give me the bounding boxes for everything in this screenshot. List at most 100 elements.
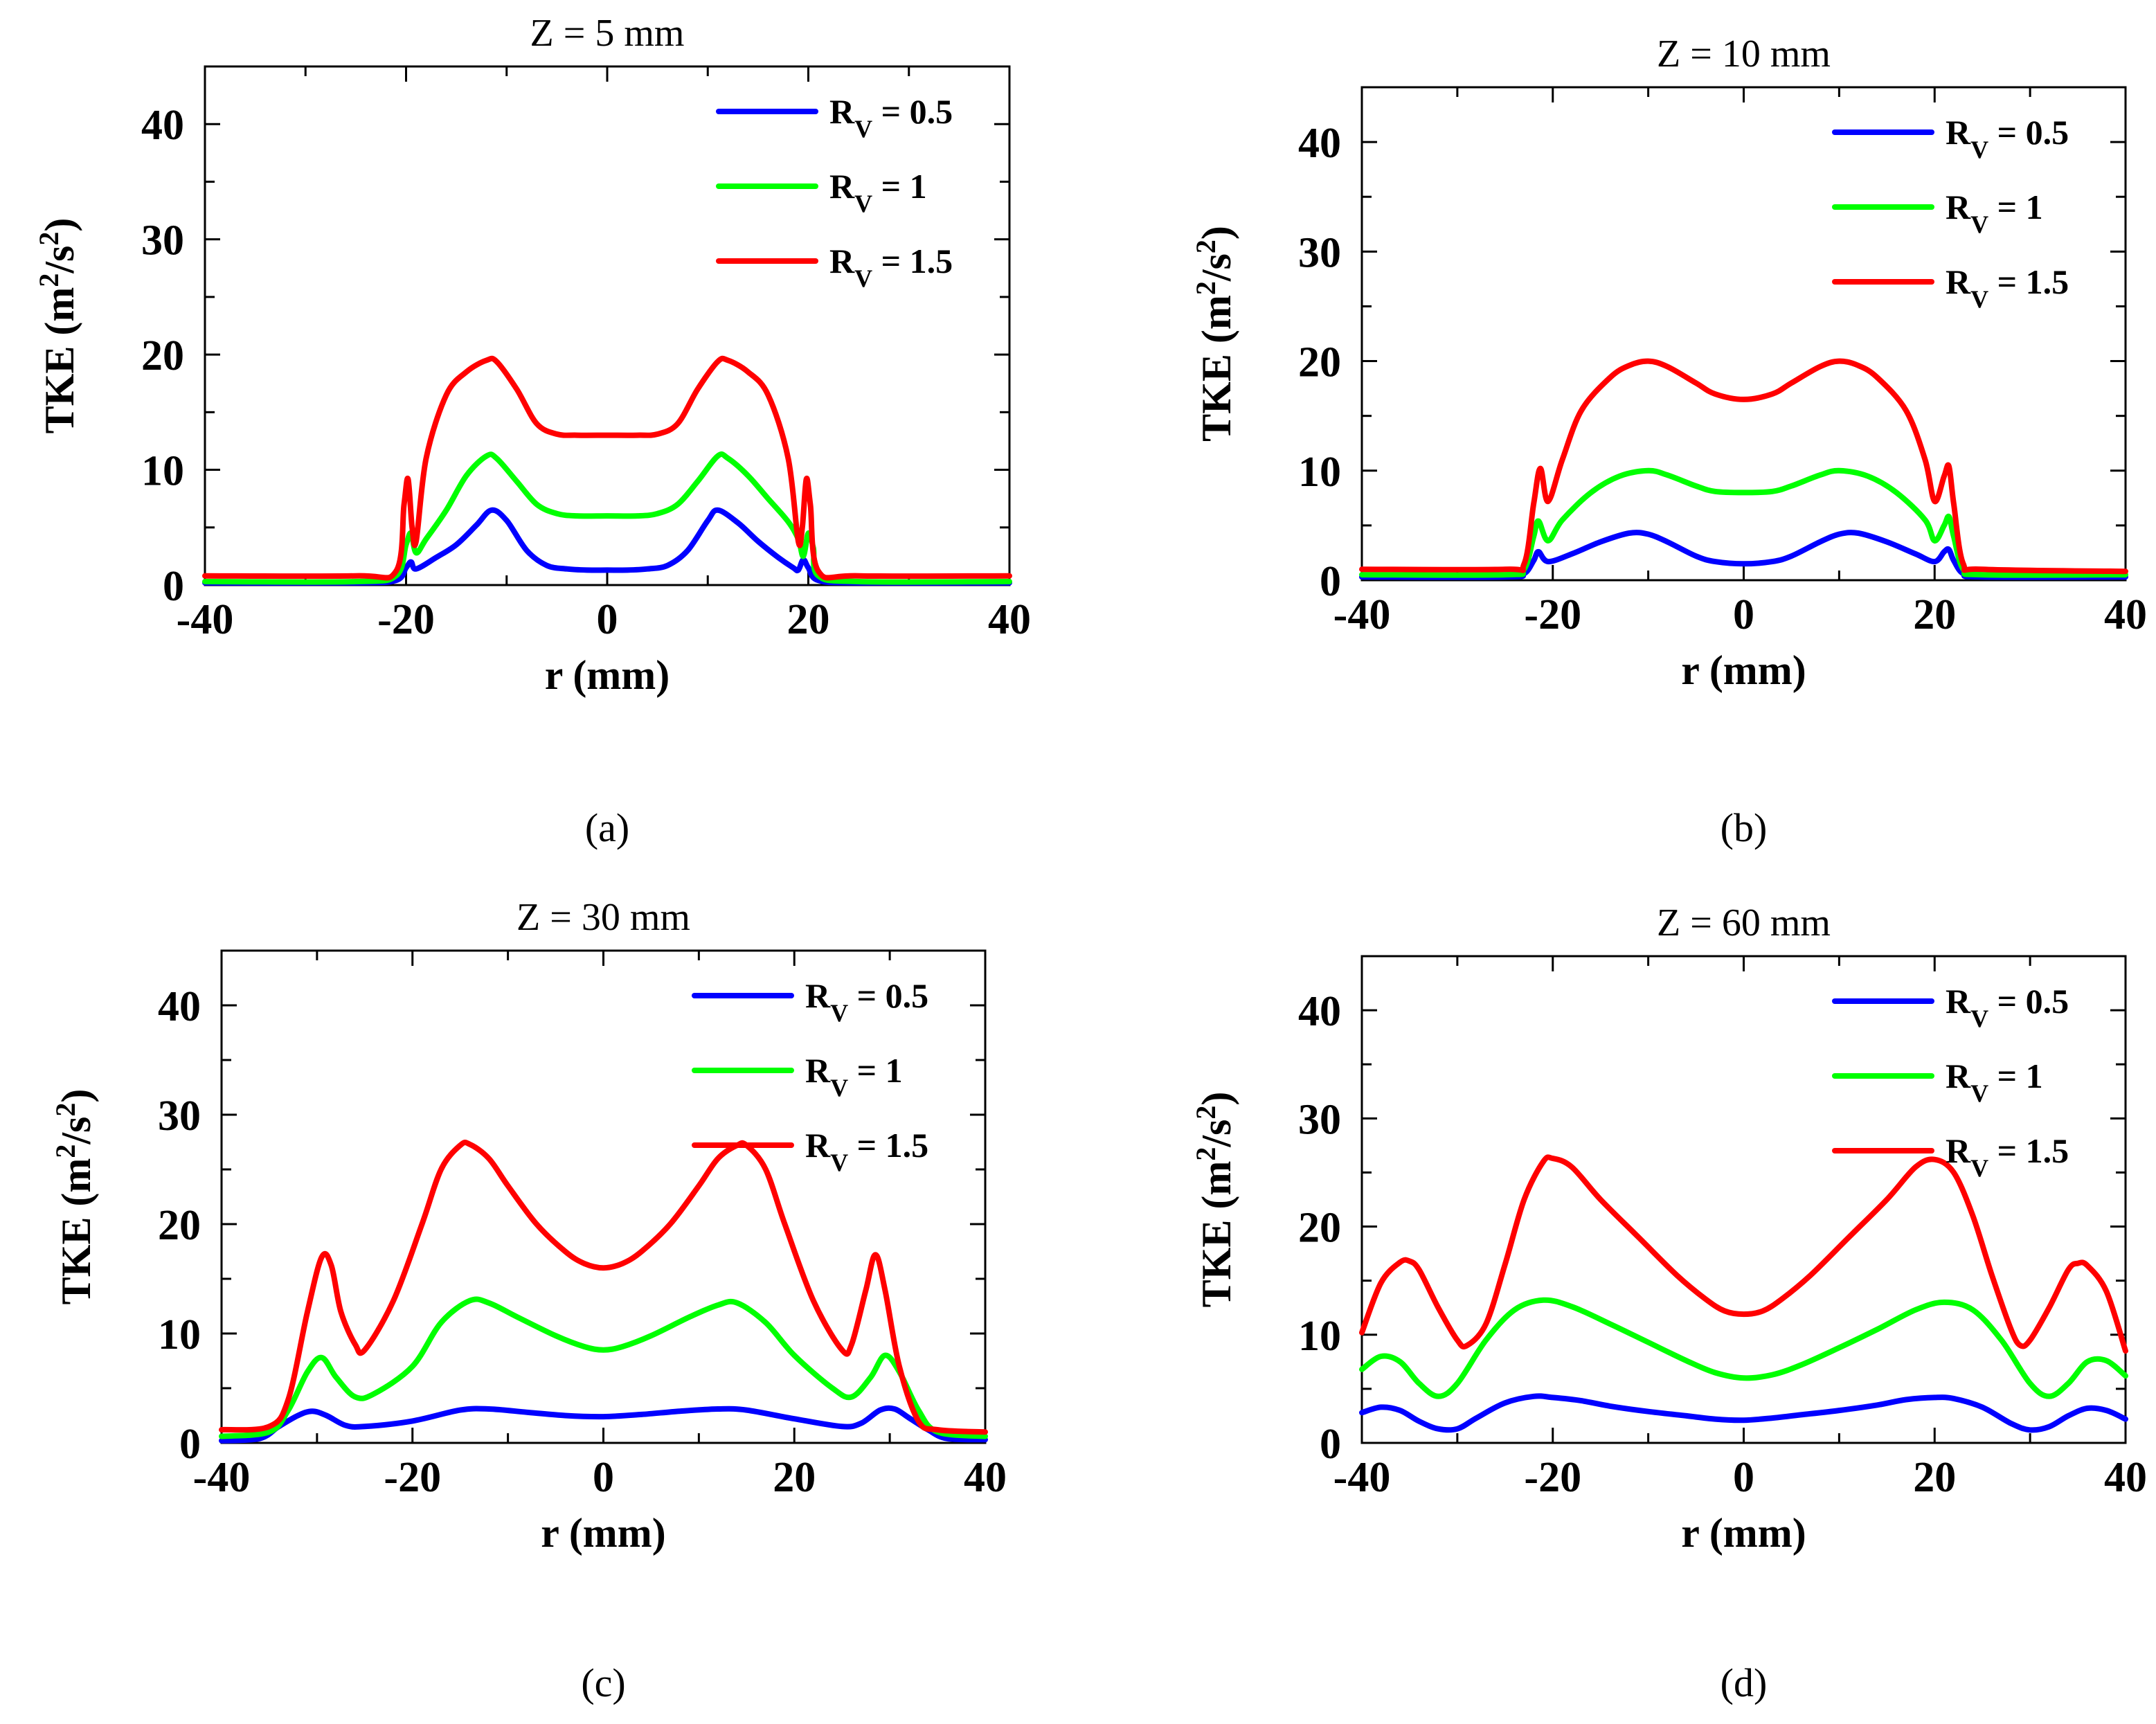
plot-frame	[1360, 955, 2127, 1444]
legend-entry-value: = 1.5	[1988, 262, 2069, 301]
legend-entry: RV = 1	[829, 167, 927, 217]
y-axis-label-part: )	[1194, 226, 1239, 240]
x-tick-label: 20	[1913, 591, 1956, 638]
y-tick-label: 30	[158, 1093, 201, 1140]
legend-entry-sub: V	[1970, 136, 1988, 163]
panel-title: Z = 60 mm	[1657, 901, 1831, 944]
series-line	[1359, 1393, 2128, 1433]
legend-entry-name: R	[805, 1126, 831, 1165]
legend-entry-value: = 0.5	[848, 976, 928, 1015]
series-line	[1359, 467, 2128, 578]
panel-label: (d)	[1721, 1660, 1768, 1705]
y-tick-label: 40	[1298, 988, 1341, 1035]
panel-c: Z = 30 mm -40 -20 0 20 40 0 10 20 30 40 r (mm) TKE (…	[50, 896, 1007, 1705]
legend-entry: RV = 0.5	[805, 976, 928, 1027]
legend-entry-sub: V	[830, 1149, 848, 1176]
legend-entry-name: R	[1946, 1131, 1971, 1170]
y-tick-label: 0	[163, 563, 184, 610]
x-axis-label: r (mm)	[1681, 1510, 1806, 1556]
series-line	[202, 355, 1012, 581]
x-axis-label: r (mm)	[545, 652, 670, 698]
y-axis-label-exponent: 2	[1190, 281, 1221, 295]
plot-frame	[1360, 86, 2127, 582]
x-tick-label: 0	[597, 596, 618, 643]
legend-entry-value: = 0.5	[872, 92, 953, 131]
y-axis-label-part: )	[37, 218, 82, 232]
legend-entry: RV = 0.5	[1946, 982, 2069, 1032]
y-tick-label: 20	[1298, 339, 1341, 386]
legend-entry-value: = 1	[1988, 188, 2043, 226]
legend-entry-value: = 1.5	[848, 1126, 928, 1165]
legend-entry-value: = 0.5	[1988, 982, 2069, 1021]
legend-entry: RV = 1	[1946, 1057, 2043, 1107]
legend-entry-value: = 1	[872, 167, 927, 206]
x-tick-label: 0	[1733, 1454, 1754, 1501]
y-axis-label: TKE (m2/s2)	[1190, 226, 1240, 442]
legend-entry-sub: V	[830, 1074, 848, 1102]
y-tick-label: 20	[141, 332, 184, 379]
series-line	[1359, 530, 2128, 580]
y-tick-label: 30	[1298, 229, 1341, 276]
x-tick-label: -40	[1333, 1454, 1391, 1501]
plot-frame	[220, 949, 987, 1444]
y-tick-label: 10	[141, 448, 184, 495]
legend-entry-name: R	[1946, 982, 1971, 1021]
y-tick-label: 20	[158, 1202, 201, 1249]
series-line	[219, 1405, 988, 1444]
y-tick-label: 10	[1298, 449, 1341, 496]
y-axis-label-part: /s	[37, 246, 82, 274]
panel-title: Z = 5 mm	[530, 12, 685, 55]
y-axis-label-part: /s	[53, 1117, 99, 1145]
legend-entry-sub: V	[854, 190, 872, 217]
panel-b: Z = 10 mm -40 -20 0 20 40 0 10 20 30 40 r (mm) TKE (…	[1190, 33, 2148, 850]
legend-entry-sub: V	[1970, 285, 1988, 313]
legend-entry-value: = 1	[1988, 1057, 2043, 1095]
legend-entry-sub: V	[854, 115, 872, 143]
series-line	[1359, 358, 2128, 575]
x-tick-label: -40	[177, 596, 234, 643]
y-axis-label-exponent: 2	[33, 273, 64, 287]
legend-entry-sub: V	[854, 264, 872, 292]
series-line	[1359, 1154, 2128, 1354]
y-axis-label-part: TKE (m	[1194, 295, 1239, 442]
y-axis-label-part: /s	[1194, 253, 1239, 282]
legend-entry-value: = 1.5	[872, 242, 953, 280]
y-axis-label-exponent: 2	[50, 1103, 81, 1117]
y-tick-label: 30	[1298, 1096, 1341, 1143]
legend-entry: RV = 1.5	[1946, 1131, 2069, 1182]
x-tick-label: 20	[1913, 1454, 1956, 1501]
legend-entry: RV = 1	[1946, 188, 2043, 238]
panel-label: (a)	[585, 805, 629, 850]
legend-entry-sub: V	[1970, 210, 1988, 238]
x-axis-label: r (mm)	[541, 1510, 665, 1556]
series-line	[202, 451, 1012, 585]
legend-entry: RV = 1.5	[1946, 262, 2069, 313]
y-axis-label: TKE (m2/s2)	[33, 218, 83, 434]
legend-entry: RV = 1.5	[829, 242, 953, 292]
y-tick-label: 40	[158, 983, 201, 1030]
y-axis-label-part: /s	[1194, 1120, 1239, 1148]
x-tick-label: 40	[2104, 1454, 2147, 1501]
legend-entry: RV = 0.5	[1946, 113, 2069, 163]
y-axis-label-exponent: 2	[1190, 1147, 1221, 1161]
y-tick-label: 10	[158, 1311, 201, 1358]
y-axis-label-part: TKE (m	[53, 1158, 99, 1305]
y-axis-label-exponent: 2	[1190, 1106, 1221, 1120]
legend-entry-name: R	[829, 92, 855, 131]
legend-entry: RV = 1.5	[805, 1126, 928, 1176]
y-tick-label: 20	[1298, 1205, 1341, 1252]
panel-a: Z = 5 mm -40 -20 0 20 40 0 10 20 30 40 r (mm) TKE (m…	[33, 12, 1032, 850]
legend-entry-sub: V	[1970, 1079, 1988, 1107]
series-line	[202, 507, 1012, 586]
legend-entry-sub: V	[1970, 1005, 1988, 1032]
series-line	[219, 1296, 988, 1439]
legend-entry: RV = 0.5	[829, 92, 953, 143]
y-tick-label: 40	[1298, 120, 1341, 167]
series-line	[1359, 1297, 2128, 1399]
legend-entry-sub: V	[830, 999, 848, 1027]
y-axis-label-exponent: 2	[33, 232, 64, 246]
y-axis-label-part: )	[1194, 1092, 1239, 1106]
legend-entry: RV = 1	[805, 1051, 903, 1102]
x-tick-label: 20	[787, 596, 830, 643]
series-line	[219, 1140, 988, 1435]
